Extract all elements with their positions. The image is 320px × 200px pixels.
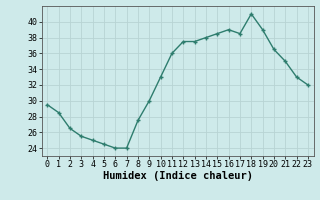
X-axis label: Humidex (Indice chaleur): Humidex (Indice chaleur) <box>103 171 252 181</box>
